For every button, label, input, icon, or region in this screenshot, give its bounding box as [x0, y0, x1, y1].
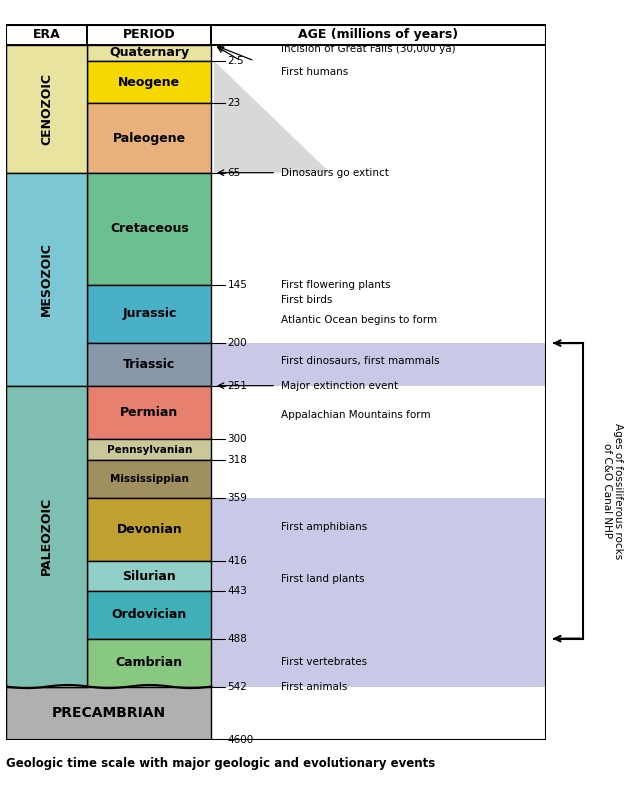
Bar: [87, 386, 211, 439]
Bar: [87, 561, 211, 591]
Text: Major extinction event: Major extinction event: [281, 381, 399, 390]
Text: 542: 542: [227, 682, 247, 692]
Text: First dinosaurs, first mammals: First dinosaurs, first mammals: [281, 357, 440, 367]
Text: Triassic: Triassic: [123, 358, 175, 371]
Text: First animals: First animals: [281, 682, 348, 692]
Text: First amphibians: First amphibians: [281, 522, 368, 532]
Bar: [87, 439, 211, 460]
Bar: [6, 172, 87, 386]
Bar: [6, 25, 87, 45]
Text: Ordovician: Ordovician: [112, 608, 187, 621]
Text: 2.5: 2.5: [227, 56, 244, 66]
Bar: [211, 497, 546, 686]
Text: First flowering plants: First flowering plants: [281, 279, 391, 290]
Bar: [87, 285, 211, 343]
Bar: [87, 343, 211, 386]
Text: 488: 488: [227, 634, 247, 644]
Text: PALEOZOIC: PALEOZOIC: [40, 497, 53, 575]
Text: 145: 145: [227, 279, 247, 290]
Text: Mississippian: Mississippian: [110, 474, 189, 484]
Text: 23: 23: [227, 98, 241, 109]
Text: Appalachian Mountains form: Appalachian Mountains form: [281, 410, 431, 420]
Bar: [87, 172, 211, 285]
Text: CENOZOIC: CENOZOIC: [40, 73, 53, 145]
Text: 416: 416: [227, 556, 247, 567]
Text: Jurassic: Jurassic: [122, 307, 177, 320]
Bar: [211, 343, 546, 386]
Text: 318: 318: [227, 455, 247, 465]
Bar: [87, 45, 211, 61]
Text: 65: 65: [227, 168, 241, 178]
Text: MESOZOIC: MESOZOIC: [40, 242, 53, 316]
Text: 359: 359: [227, 493, 247, 503]
Text: Atlantic Ocean begins to form: Atlantic Ocean begins to form: [281, 315, 438, 325]
Text: Cambrian: Cambrian: [116, 656, 183, 669]
Bar: [87, 103, 211, 172]
Text: 300: 300: [227, 434, 247, 444]
Text: Pennsylvanian: Pennsylvanian: [107, 445, 192, 455]
Bar: [6, 386, 87, 686]
Bar: [87, 460, 211, 497]
Text: Ages of fossiliferous rocks
of C&O Canal NHP: Ages of fossiliferous rocks of C&O Canal…: [602, 423, 623, 559]
Text: First land plants: First land plants: [281, 574, 365, 584]
Text: Incision of Great Falls (30,000 ya): Incision of Great Falls (30,000 ya): [281, 44, 456, 54]
Text: PRECAMBRIAN: PRECAMBRIAN: [52, 706, 166, 720]
Text: First birds: First birds: [281, 295, 333, 305]
Text: 200: 200: [227, 338, 247, 348]
Bar: [6, 45, 87, 172]
Text: Quaternary: Quaternary: [109, 46, 189, 59]
Bar: [87, 638, 211, 686]
Text: First humans: First humans: [281, 68, 349, 77]
Text: 251: 251: [227, 381, 247, 390]
Text: ERA: ERA: [33, 28, 61, 42]
Bar: [87, 497, 211, 561]
Bar: [87, 25, 211, 45]
Text: AGE (millions of years): AGE (millions of years): [299, 28, 458, 42]
Text: Dinosaurs go extinct: Dinosaurs go extinct: [281, 168, 389, 178]
Text: Neogene: Neogene: [118, 76, 180, 89]
Bar: [6, 686, 211, 740]
Text: Paleogene: Paleogene: [113, 131, 186, 145]
Text: Permian: Permian: [120, 406, 178, 419]
Bar: [87, 61, 211, 103]
Bar: [211, 25, 546, 45]
Text: Cretaceous: Cretaceous: [110, 222, 189, 235]
Text: Devonian: Devonian: [116, 523, 182, 536]
Text: 4600: 4600: [227, 735, 254, 745]
Bar: [211, 45, 546, 740]
Text: 443: 443: [227, 586, 247, 596]
Polygon shape: [214, 61, 330, 172]
Text: First vertebrates: First vertebrates: [281, 656, 368, 667]
Text: Silurian: Silurian: [123, 570, 176, 582]
Bar: [87, 591, 211, 638]
Text: Geologic time scale with major geologic and evolutionary events: Geologic time scale with major geologic …: [6, 757, 436, 770]
Text: PERIOD: PERIOD: [123, 28, 176, 42]
